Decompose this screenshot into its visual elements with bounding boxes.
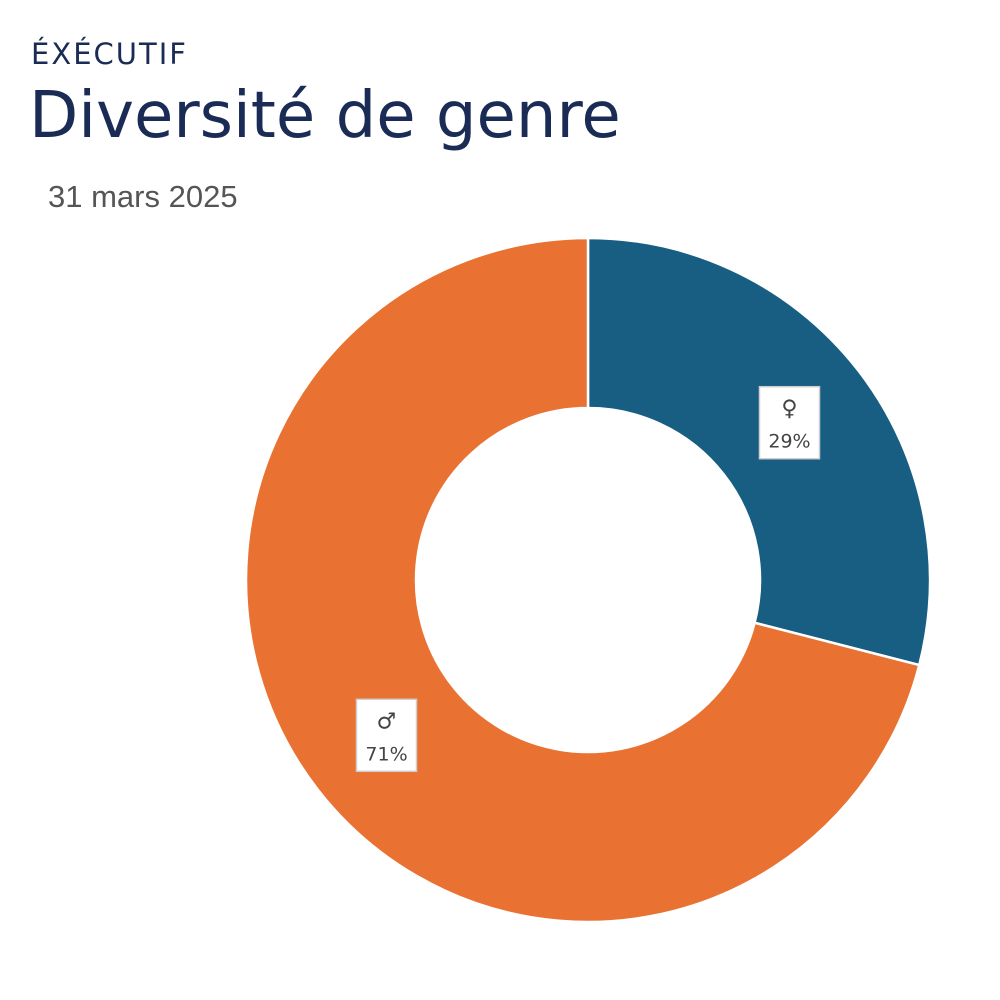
slice-label-symbol-1: ♂ <box>377 709 397 734</box>
slice-label-value-1: 71% <box>365 743 407 765</box>
slice-label-box-1 <box>355 698 418 773</box>
slice-label-box-0 <box>758 385 821 460</box>
page-title: Diversité de genre <box>29 79 621 153</box>
slice-label-value-0: 29% <box>768 431 810 453</box>
donut-slices <box>244 236 932 924</box>
slice-label-1: ♂ 71% <box>355 698 418 773</box>
slice-label-0: ♀ 29% <box>758 385 821 460</box>
slice-label-symbol-0: ♀ <box>781 397 797 422</box>
donut-labels: ♀ 29% ♂ 71% <box>355 385 821 773</box>
report-date: 31 mars 2025 <box>48 179 238 214</box>
section-kicker: ÉXÉCUTIF <box>31 37 188 71</box>
